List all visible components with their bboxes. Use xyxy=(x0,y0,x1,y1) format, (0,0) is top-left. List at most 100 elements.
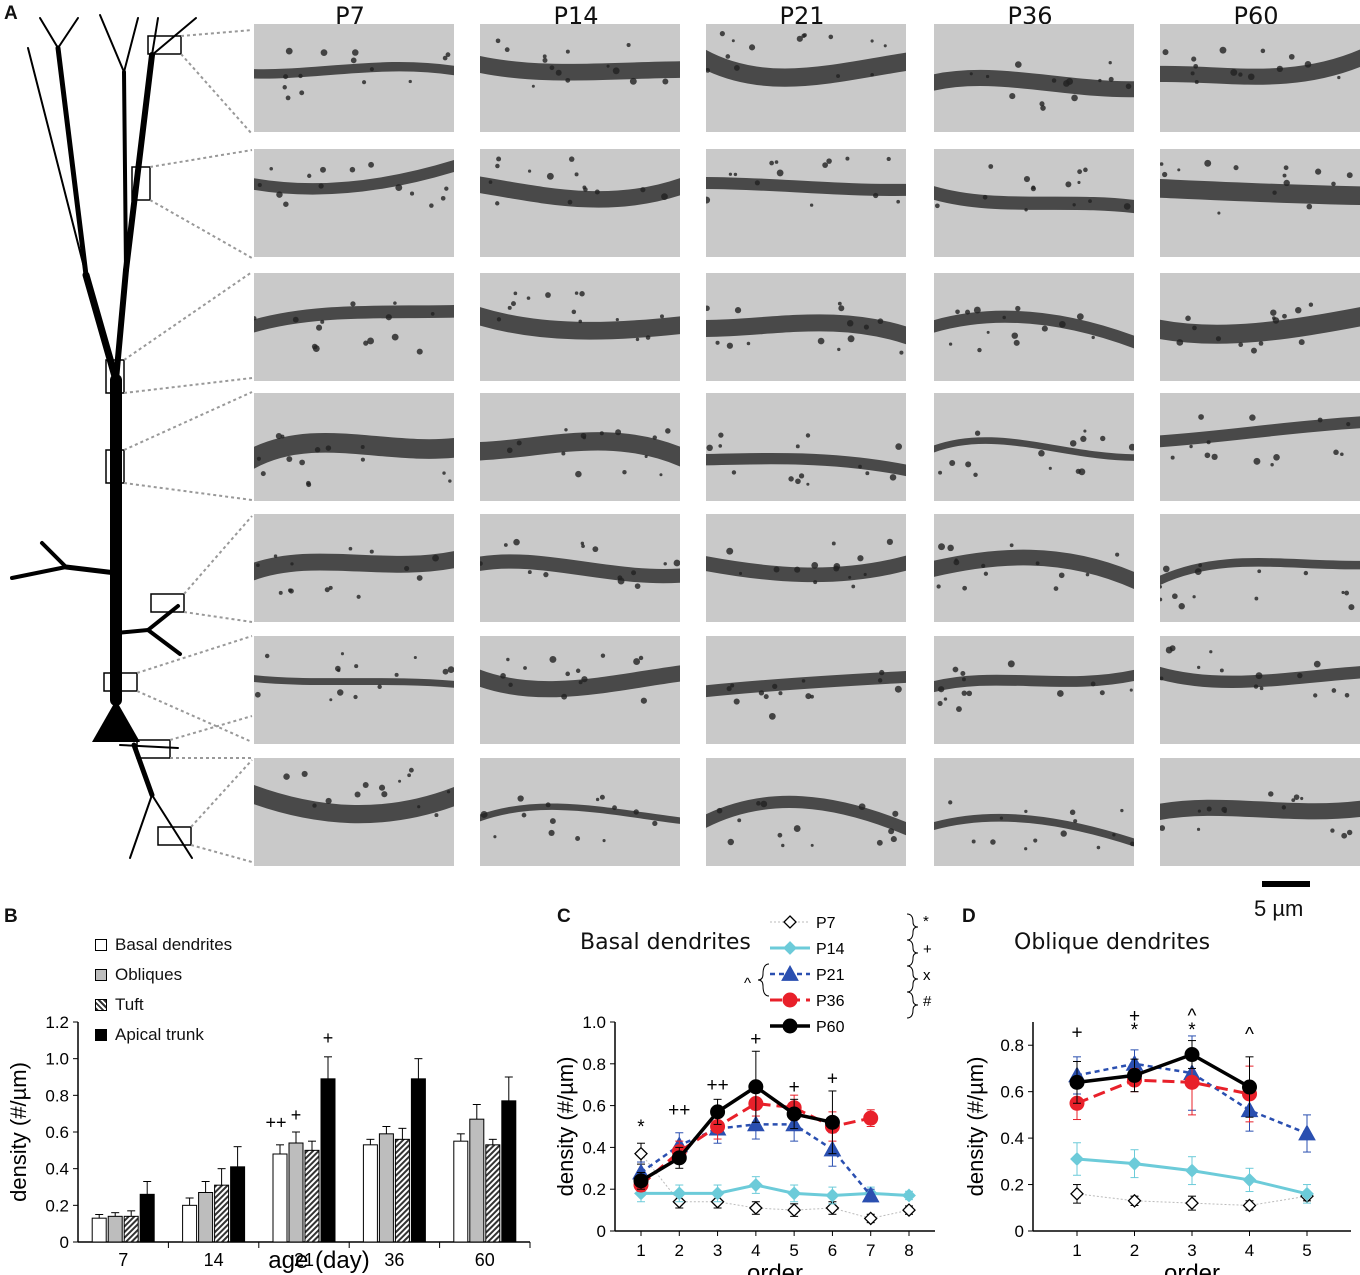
legend-item-basal: Basal dendrites xyxy=(95,930,232,960)
chart-c-y-tick-label: 0.2 xyxy=(582,1180,606,1199)
chart-c-point-p14 xyxy=(787,1186,802,1201)
panel-label-b: B xyxy=(4,906,18,927)
micrograph-r7-c5 xyxy=(1160,758,1360,866)
chart-d-point-p14 xyxy=(1127,1156,1142,1171)
micrograph-r4-c5 xyxy=(1160,393,1360,501)
micrograph-r1-c4 xyxy=(934,24,1134,132)
chart-c-legend-label: P21 xyxy=(816,967,845,984)
chart-b: 00.20.40.60.81.01.27 14 21 36 60++ ++density … xyxy=(6,1013,531,1274)
legend-label-obliques: Obliques xyxy=(115,965,183,984)
chart-d-point-p14 xyxy=(1070,1152,1084,1166)
micrograph-r7-c1 xyxy=(254,758,454,866)
chart-c-x-tick-label: 4 xyxy=(751,1241,760,1260)
chart-c-legend-marker xyxy=(783,915,797,929)
chart-b-bar xyxy=(469,1118,485,1243)
micrograph-r3-c3 xyxy=(706,273,906,381)
chart-c-x-tick-label: 7 xyxy=(866,1241,875,1260)
chart-b-bar xyxy=(501,1100,517,1243)
chart-c-y-tick-label: 0.6 xyxy=(582,1097,606,1116)
chart-d-y-tick-label: 0.4 xyxy=(1000,1129,1024,1148)
chart-c-bracket xyxy=(906,939,919,967)
chart-b-bar xyxy=(107,1215,123,1243)
chart-c-legend-label: P60 xyxy=(816,1019,845,1036)
micrograph-r4-c2 xyxy=(480,393,680,501)
chart-c-point-p7 xyxy=(634,1146,648,1161)
micrograph-r6-c5 xyxy=(1160,636,1360,744)
chart-c-x-tick-label: 6 xyxy=(828,1241,837,1260)
micrograph-r7-c3 xyxy=(706,758,906,866)
chart-c-point-p21 xyxy=(861,1186,880,1203)
chart-b-bar xyxy=(378,1133,394,1243)
chart-c-bracket-label: * xyxy=(923,913,929,930)
chart-c-bracket xyxy=(906,991,919,1019)
chart-c-annotation: + xyxy=(827,1069,838,1090)
chart-d-point-p60 xyxy=(1242,1079,1257,1095)
micrograph-r3-c5 xyxy=(1160,273,1360,381)
chart-b-bar xyxy=(123,1215,139,1243)
chart-d-y-tick-label: 0.2 xyxy=(1000,1176,1024,1195)
chart-d-annotation: ^ xyxy=(1245,1025,1254,1046)
legend-label-basal: Basal dendrites xyxy=(115,935,233,954)
chart-c-point-p7 xyxy=(902,1203,916,1218)
chart-c-x-label: order xyxy=(747,1260,803,1275)
chart-c-bracket xyxy=(906,965,919,993)
legend-item-apical-trunk: Apical trunk xyxy=(95,1020,232,1050)
chart-d-x-tick-label: 2 xyxy=(1130,1241,1139,1260)
chart-c-point-p14 xyxy=(672,1186,687,1201)
chart-c-point-p60 xyxy=(633,1173,649,1189)
chart-c-bracket xyxy=(757,963,770,997)
micrograph-r6-c1 xyxy=(254,636,454,744)
micrograph-r1-c2 xyxy=(480,24,680,132)
chart-c-x-tick-label: 5 xyxy=(789,1241,798,1260)
chart-d-x-label: order xyxy=(1164,1260,1220,1275)
chart-c-point-p7 xyxy=(863,1211,878,1226)
micrograph-r5-c4 xyxy=(934,514,1134,622)
chart-b-bar xyxy=(453,1140,469,1243)
chart-d-annotation: * xyxy=(1131,1020,1139,1041)
chart-c-legend-marker xyxy=(781,964,799,981)
chart-c-x-tick-label: 3 xyxy=(713,1241,722,1260)
chart-c-annotation: ++ xyxy=(706,1075,728,1096)
micrograph-r3-c4 xyxy=(934,273,1134,381)
chart-d-point-p14 xyxy=(1300,1186,1314,1201)
chart-b-y-tick-label: 0.6 xyxy=(45,1123,69,1142)
chart-c: 00.20.40.60.81.01 2 3 4 5 6 7 8*++++++ +density … xyxy=(553,913,935,1275)
micrograph-r2-c3 xyxy=(706,149,906,257)
chart-c-point-p60 xyxy=(786,1106,802,1122)
micrograph-r4-c3 xyxy=(706,393,906,501)
chart-d-x-tick-label: 1 xyxy=(1072,1241,1081,1260)
legend-item-tuft: Tuft xyxy=(95,990,232,1020)
chart-c-bracket-label: + xyxy=(923,941,932,958)
micrograph-r2-c1 xyxy=(254,149,454,257)
chart-c-legend-label: P36 xyxy=(816,993,845,1010)
micrograph-r2-c5 xyxy=(1160,149,1360,257)
micrograph-r6-c4 xyxy=(934,636,1134,744)
chart-d-point-p14 xyxy=(1242,1172,1257,1187)
chart-d-point-p60 xyxy=(1069,1074,1085,1090)
chart-c-x-tick-label: 1 xyxy=(636,1241,645,1260)
chart-c-point-p36 xyxy=(863,1110,879,1126)
chart-d-point-p7 xyxy=(1127,1193,1142,1208)
chart-c-legend-label: P14 xyxy=(816,941,845,958)
chart-b-y-tick-label: 1.2 xyxy=(45,1013,69,1032)
chart-c-point-p60 xyxy=(748,1079,764,1095)
chart-c-legend-marker xyxy=(783,941,797,955)
chart-c-annotation: + xyxy=(789,1077,800,1098)
chart-c-bracket xyxy=(906,913,919,941)
micrograph-r5-c3 xyxy=(706,514,906,622)
chart-c-y-tick-label: 0.4 xyxy=(582,1138,606,1157)
chart-c-point-p14 xyxy=(825,1188,840,1203)
micrograph-r2-c4 xyxy=(934,149,1134,257)
chart-d-point-p60 xyxy=(1127,1067,1142,1083)
chart-b-bar xyxy=(182,1204,198,1243)
chart-b-bar xyxy=(320,1078,336,1243)
chart-d-y-tick-label: 0.8 xyxy=(1000,1036,1024,1055)
chart-b-annotation: ++ xyxy=(265,1112,286,1132)
chart-b-x-tick-label: 14 xyxy=(204,1250,224,1270)
chart-d-point-p14 xyxy=(1185,1163,1199,1178)
chart-d-title: Oblique dendrites xyxy=(1014,930,1211,955)
panel-label-d: D xyxy=(962,906,976,927)
micrograph-r1-c1 xyxy=(254,24,454,132)
chart-c-bracket-label: ^ xyxy=(744,975,751,992)
chart-b-bar xyxy=(288,1142,304,1243)
